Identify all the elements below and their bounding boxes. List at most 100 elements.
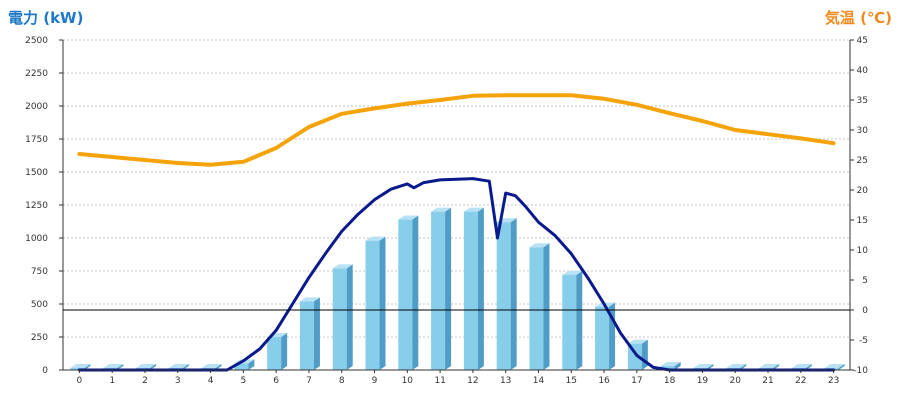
bar (660, 362, 681, 370)
lines (77, 93, 836, 372)
x-tick-label: 23 (828, 376, 839, 386)
x-tick-label: 7 (306, 376, 312, 386)
right-tick-label: 35 (857, 96, 868, 106)
bar-side (477, 207, 484, 370)
bar-front (365, 240, 380, 370)
bar (431, 207, 452, 370)
right-tick-label: 30 (857, 126, 869, 136)
bar (299, 297, 320, 370)
bar-top (463, 207, 484, 212)
bar-front (431, 211, 446, 370)
left-tick-label: 1250 (25, 201, 48, 211)
x-tick-label: 4 (208, 376, 214, 386)
bar-side (641, 339, 648, 370)
power-bars (70, 207, 845, 370)
right-tick-label: 45 (857, 36, 868, 46)
x-tick-label: 22 (795, 376, 806, 386)
x-tick-label: 10 (402, 376, 414, 386)
x-tick-label: 21 (762, 376, 773, 386)
bar-front (496, 222, 511, 370)
x-tick-label: 0 (77, 376, 83, 386)
bar (332, 264, 353, 370)
right-tick-label: 0 (862, 306, 868, 316)
bar-front (562, 274, 577, 370)
grid (63, 39, 850, 338)
x-tick-label: 18 (664, 376, 676, 386)
x-tick-label: 3 (175, 376, 181, 386)
bar-side (281, 333, 288, 370)
x-tick-label: 6 (273, 376, 279, 386)
bar-top (562, 270, 583, 275)
bar-top (103, 364, 124, 369)
bar (562, 270, 583, 370)
bar-side (248, 359, 255, 370)
bar-top (824, 364, 845, 369)
bar-front (234, 363, 249, 370)
bar-top (726, 364, 747, 369)
right-tick-label: 20 (857, 186, 869, 196)
right-tick-label: -5 (859, 336, 868, 346)
x-tick-label: 5 (240, 376, 246, 386)
x-tick-label: 19 (697, 376, 709, 386)
bar-top (529, 243, 550, 248)
bar-front (529, 247, 544, 370)
bar-side (576, 270, 583, 370)
x-tick-label: 14 (533, 376, 545, 386)
x-tick-label: 20 (730, 376, 742, 386)
bar-top (135, 364, 156, 369)
right-tick-label: 40 (857, 66, 869, 76)
left-tick-label: 1750 (25, 135, 48, 145)
right-axis-label: 気温 (℃) (825, 9, 892, 27)
bar-top (201, 364, 222, 369)
bar-front (595, 306, 610, 370)
bar-top (791, 364, 812, 369)
axes: 0 250 500 750 10 0 0 1250 1500 1750 2000 2250 2500 -1… (25, 36, 868, 386)
bar (365, 236, 386, 370)
left-tick-label: 1500 (25, 168, 48, 178)
right-tick-label: 5 (862, 276, 868, 286)
x-tick-label: 12 (467, 376, 478, 386)
bar-top (168, 364, 189, 369)
bar-top (299, 297, 320, 302)
bar-side (510, 218, 517, 370)
bar-top (365, 236, 386, 241)
x-tick-label: 16 (598, 376, 610, 386)
bar-top (398, 215, 419, 220)
bar-front (267, 337, 282, 370)
bar-front (463, 211, 478, 370)
bar-front (660, 366, 675, 370)
left-tick-label: 2500 (25, 36, 48, 46)
bar-front (70, 368, 85, 370)
bar-side (674, 362, 681, 370)
bar (267, 333, 288, 370)
bar (463, 207, 484, 370)
x-tick-label: 2 (142, 376, 148, 386)
x-tick-label: 8 (339, 376, 345, 386)
bar (398, 215, 419, 370)
left-tick-label: 250 (31, 333, 48, 343)
left-tick-label: 500 (31, 300, 48, 310)
bar-top (431, 207, 452, 212)
x-tick-label: 13 (500, 376, 511, 386)
bar-side (313, 297, 320, 370)
bar-side (346, 264, 353, 370)
left-tick-label: 0 (42, 366, 48, 376)
x-tick-label: 9 (372, 376, 378, 386)
bar-front (299, 301, 314, 370)
right-tick-label: 15 (857, 216, 868, 226)
left-tick-label: 2000 (25, 102, 48, 112)
power-line (77, 177, 836, 372)
x-tick-label: 17 (631, 376, 642, 386)
bar (496, 218, 517, 370)
bar (529, 243, 550, 370)
bar-side (412, 215, 419, 370)
bar-top (693, 364, 714, 369)
bar-top (627, 339, 648, 344)
right-tick-label: -10 (853, 366, 868, 376)
bar-front (398, 219, 413, 370)
left-tick-label: 2250 (25, 69, 48, 79)
right-tick-label: 25 (857, 156, 868, 166)
bar-top (759, 364, 780, 369)
left-tick-label: 750 (31, 267, 48, 277)
